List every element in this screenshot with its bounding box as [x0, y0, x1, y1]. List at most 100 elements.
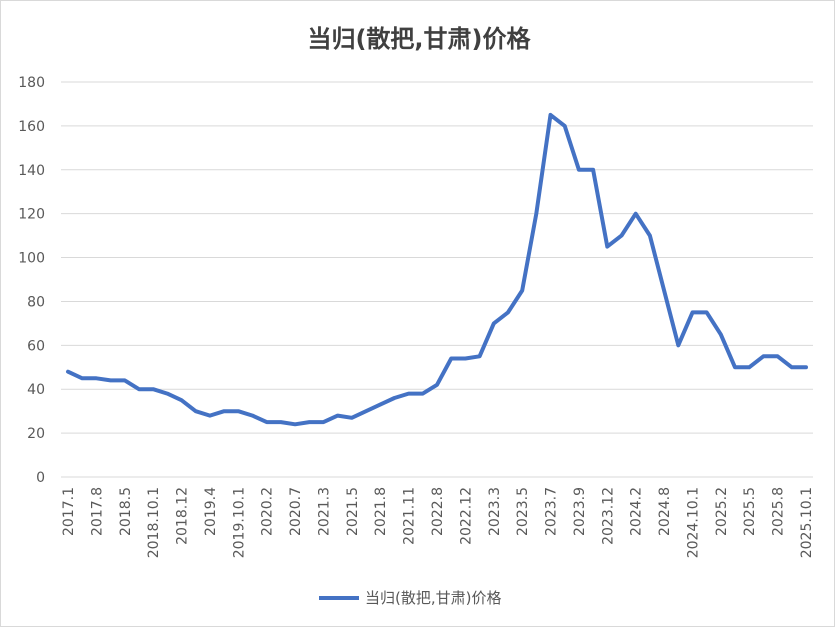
- x-tick-label: 2024.8: [657, 487, 673, 536]
- data-point: [293, 422, 297, 426]
- data-point: [421, 392, 425, 396]
- data-point: [392, 396, 396, 400]
- data-point: [208, 414, 212, 418]
- x-tick-label: 2021.5: [345, 487, 361, 536]
- y-tick-label: 60: [27, 338, 45, 354]
- data-point: [251, 414, 255, 418]
- x-tick-label: 2020.2: [260, 487, 276, 536]
- y-tick-label: 100: [18, 251, 45, 267]
- y-tick-label: 40: [27, 382, 45, 398]
- x-tick-label: 2018.5: [118, 487, 134, 536]
- x-tick-label: 2019.10.1: [231, 487, 247, 558]
- x-tick-label: 2025.5: [742, 487, 758, 536]
- data-point: [137, 387, 141, 391]
- data-point: [790, 365, 794, 369]
- x-tick-label: 2018.12: [175, 487, 191, 545]
- data-point: [364, 409, 368, 413]
- y-axis-ticks: 0 20 40 60 80 100 120 140 160 180: [18, 75, 45, 486]
- data-point: [761, 354, 765, 358]
- data-point: [109, 378, 113, 382]
- data-point: [520, 288, 524, 292]
- data-point: [662, 288, 666, 292]
- data-point: [676, 343, 680, 347]
- data-point: [378, 403, 382, 407]
- x-tick-label: 2017.1: [61, 487, 77, 536]
- data-point: [435, 383, 439, 387]
- series-layer: [66, 112, 808, 427]
- data-point: [648, 234, 652, 238]
- data-point: [350, 416, 354, 420]
- x-axis-ticks: 2017.1 2017.8 2018.5 2018.10.1 2018.12 2019.4…: [61, 487, 815, 558]
- data-point: [279, 420, 283, 424]
- data-point: [94, 376, 98, 380]
- data-point: [634, 212, 638, 216]
- data-point: [563, 124, 567, 128]
- x-tick-label: 2023.9: [572, 487, 588, 536]
- data-point: [506, 310, 510, 314]
- data-point: [265, 420, 269, 424]
- data-point: [549, 113, 553, 117]
- x-tick-label: 2023.12: [600, 487, 616, 545]
- y-tick-label: 20: [27, 426, 45, 442]
- data-point: [80, 376, 84, 380]
- data-point: [407, 392, 411, 396]
- x-tick-label: 2025.10.1: [799, 487, 815, 558]
- data-point: [776, 354, 780, 358]
- x-tick-label: 2022.12: [458, 487, 474, 545]
- data-point: [236, 409, 240, 413]
- data-point: [180, 398, 184, 402]
- data-point: [705, 310, 709, 314]
- x-tick-label: 2022.8: [430, 487, 446, 536]
- x-tick-label: 2025.2: [714, 487, 730, 536]
- data-point: [307, 420, 311, 424]
- data-point: [492, 321, 496, 325]
- x-tick-label: 2018.10.1: [146, 487, 162, 558]
- y-tick-label: 0: [36, 470, 45, 486]
- legend-label: 当归(散把,甘肃)价格: [365, 589, 501, 607]
- data-point: [336, 414, 340, 418]
- gridlines: [61, 81, 813, 478]
- x-tick-label: 2021.11: [402, 487, 418, 545]
- data-point: [123, 378, 127, 382]
- legend: 当归(散把,甘肃)价格: [319, 589, 501, 607]
- data-point: [463, 357, 467, 361]
- x-tick-label: 2021.3: [316, 487, 332, 536]
- data-point: [449, 357, 453, 361]
- data-point: [733, 365, 737, 369]
- y-tick-label: 80: [27, 294, 45, 310]
- y-tick-label: 140: [18, 163, 45, 179]
- x-tick-label: 2025.8: [771, 487, 787, 536]
- data-point: [165, 392, 169, 396]
- series-line: [66, 112, 808, 427]
- data-point: [690, 310, 694, 314]
- x-tick-label: 2023.5: [515, 487, 531, 536]
- data-point: [577, 168, 581, 172]
- chart-title: 当归(散把,甘肃)价格: [307, 25, 531, 53]
- x-tick-label: 2024.10.1: [685, 487, 701, 558]
- data-point: [321, 420, 325, 424]
- x-tick-label: 2023.3: [487, 487, 503, 536]
- data-point: [222, 409, 226, 413]
- data-point: [591, 168, 595, 172]
- data-point: [620, 234, 624, 238]
- x-tick-label: 2019.4: [203, 487, 219, 536]
- data-point: [194, 409, 198, 413]
- x-tick-label: 2024.2: [629, 487, 645, 536]
- x-tick-label: 2023.7: [544, 487, 560, 536]
- y-tick-label: 160: [18, 119, 45, 135]
- data-point: [719, 332, 723, 336]
- data-point: [804, 365, 808, 369]
- data-point: [747, 365, 751, 369]
- y-tick-label: 180: [18, 75, 45, 91]
- x-tick-label: 2021.8: [373, 487, 389, 536]
- data-point: [478, 354, 482, 358]
- x-tick-label: 2017.8: [89, 487, 105, 536]
- x-tick-label: 2020.7: [288, 487, 304, 536]
- data-point: [534, 212, 538, 216]
- data-point: [66, 370, 70, 374]
- data-point: [151, 387, 155, 391]
- y-tick-label: 120: [18, 207, 45, 223]
- data-point: [605, 245, 609, 249]
